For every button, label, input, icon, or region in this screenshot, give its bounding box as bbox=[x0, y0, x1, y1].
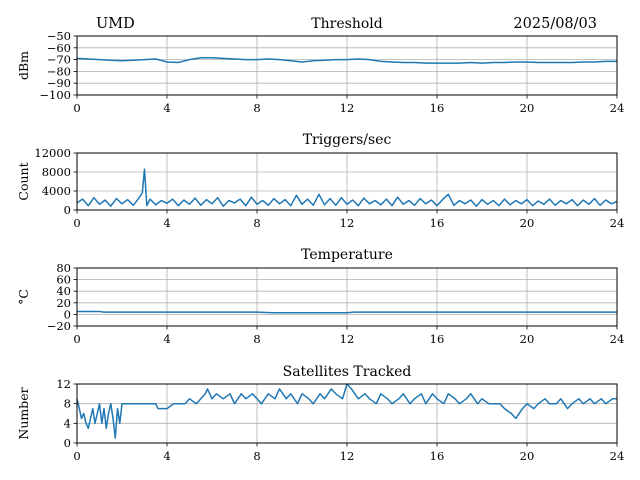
threshold-series-line bbox=[76, 57, 617, 64]
temperature-x-tick-label: 0 bbox=[73, 332, 80, 346]
site-label: UMD bbox=[96, 16, 135, 32]
triggers-x-tick-label: 20 bbox=[520, 216, 535, 230]
triggers-x-tick-label: 16 bbox=[430, 216, 445, 230]
satellites-title: Satellites Tracked bbox=[283, 364, 412, 380]
satellites-y-tick-label: 0 bbox=[64, 436, 71, 450]
threshold-y-tick-label: −80 bbox=[47, 64, 71, 78]
temperature-y-tick-label: 60 bbox=[56, 273, 71, 287]
satellites-x-tick-label: 8 bbox=[253, 449, 260, 463]
satellites-x-tick-label: 16 bbox=[430, 449, 445, 463]
temperature-x-tick-label: 20 bbox=[520, 332, 535, 346]
satellites-x-tick-label: 20 bbox=[520, 449, 535, 463]
triggers-panel: 0 4 8 12 16 20 24 0 4000 8000 12000 Triggers/sec Cou… bbox=[16, 132, 624, 230]
triggers-y-tick-label: 0 bbox=[64, 203, 71, 217]
threshold-y-tick-label: −50 bbox=[47, 29, 71, 43]
temperature-x-tick-label: 16 bbox=[430, 332, 445, 346]
satellites-x-tick-label: 12 bbox=[340, 449, 355, 463]
threshold-x-tick-label: 12 bbox=[340, 101, 355, 115]
threshold-x-tick-label: 20 bbox=[520, 101, 535, 115]
triggers-x-tick-label: 0 bbox=[73, 216, 80, 230]
satellites-y-axis-label: Number bbox=[16, 387, 31, 439]
temperature-x-tick-label: 8 bbox=[253, 332, 260, 346]
satellites-series-line bbox=[76, 383, 617, 439]
threshold-x-tick-label: 4 bbox=[163, 101, 170, 115]
temperature-y-tick-label: 20 bbox=[56, 296, 71, 310]
threshold-x-tick-label: 8 bbox=[253, 101, 260, 115]
temperature-x-tick-label: 24 bbox=[610, 332, 625, 346]
satellites-y-tick-label: 12 bbox=[56, 377, 71, 391]
temperature-y-tick-label: 80 bbox=[56, 261, 71, 275]
temperature-x-tick-label: 4 bbox=[163, 332, 170, 346]
satellites-x-tick-label: 0 bbox=[73, 449, 80, 463]
triggers-y-tick-label: 12000 bbox=[34, 146, 71, 160]
date-label: 2025/08/03 bbox=[513, 16, 597, 32]
threshold-x-tick-label: 24 bbox=[610, 101, 625, 115]
threshold-y-tick-label: −70 bbox=[47, 53, 71, 67]
triggers-y-axis-label: Count bbox=[16, 162, 31, 200]
threshold-y-tick-label: −60 bbox=[47, 41, 71, 55]
satellites-y-tick-label: 4 bbox=[64, 416, 71, 430]
temperature-y-tick-label: 40 bbox=[56, 284, 71, 298]
threshold-x-tick-label: 0 bbox=[73, 101, 80, 115]
triggers-y-tick-label: 4000 bbox=[42, 184, 71, 198]
threshold-x-tick-label: 16 bbox=[430, 101, 445, 115]
satellites-x-tick-label: 24 bbox=[610, 449, 625, 463]
threshold-y-tick-label: −90 bbox=[47, 76, 71, 90]
temperature-series-line bbox=[77, 310, 617, 314]
temperature-title: Temperature bbox=[301, 247, 393, 263]
triggers-title: Triggers/sec bbox=[303, 132, 392, 148]
temperature-y-tick-label: 0 bbox=[64, 307, 71, 321]
triggers-x-tick-label: 4 bbox=[163, 216, 170, 230]
temperature-x-tick-label: 12 bbox=[340, 332, 355, 346]
satellites-x-tick-label: 4 bbox=[163, 449, 170, 463]
temperature-y-tick-label: −20 bbox=[47, 319, 71, 333]
triggers-y-tick-label: 8000 bbox=[42, 165, 71, 179]
triggers-x-tick-label: 24 bbox=[610, 216, 625, 230]
triggers-x-tick-label: 12 bbox=[340, 216, 355, 230]
triggers-series-line bbox=[76, 168, 618, 207]
threshold-panel: 0 4 8 12 16 20 24 −100−90−80−70−60−50 Threshold d… bbox=[16, 16, 624, 115]
temperature-y-axis-label: °C bbox=[16, 289, 31, 305]
threshold-title: Threshold bbox=[311, 16, 382, 32]
triggers-x-tick-label: 8 bbox=[253, 216, 260, 230]
satellites-y-tick-label: 8 bbox=[64, 397, 71, 411]
satellites-panel: 0 4 8 12 16 20 24 0 4 8 12 Satellites Tracked Number bbox=[16, 364, 624, 463]
threshold-y-tick-label: −100 bbox=[39, 88, 71, 102]
threshold-y-axis-label: dBm bbox=[16, 51, 31, 80]
